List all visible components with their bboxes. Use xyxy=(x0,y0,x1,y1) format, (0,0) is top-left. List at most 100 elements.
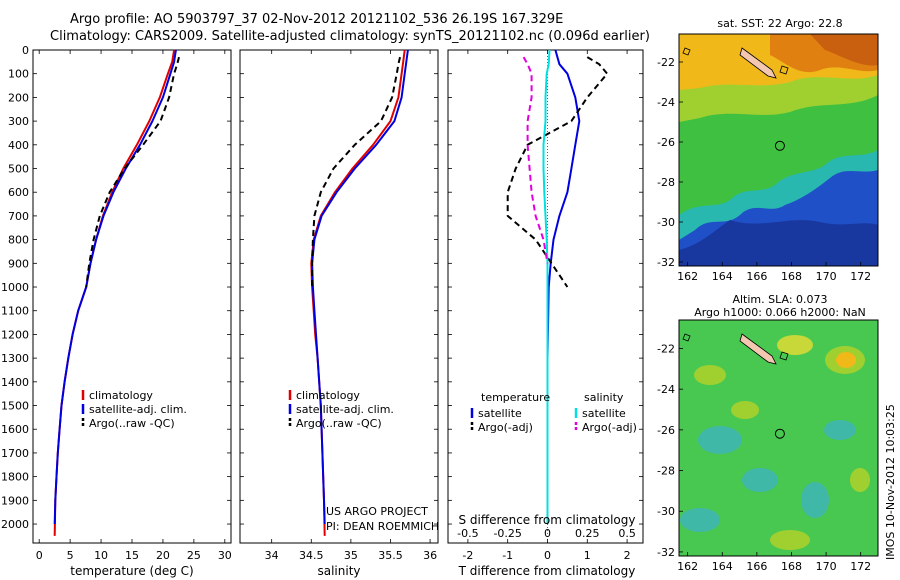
y-tick-label: 500 xyxy=(8,163,29,176)
sst-map-title: sat. SST: 22 Argo: 22.8 xyxy=(717,17,843,30)
map-y-tick-label: -32 xyxy=(657,256,675,269)
legend-label: Argo(-adj) xyxy=(582,421,637,434)
y-tick-label: 1400 xyxy=(1,376,29,389)
argo-position-marker-sst xyxy=(774,140,785,151)
figure-title-line2: Climatology: CARS2009. Satellite-adjuste… xyxy=(50,29,650,44)
map-x-tick-label: 168 xyxy=(781,560,802,573)
salinity-axes xyxy=(239,49,439,544)
s-tick-label: -0.5 xyxy=(457,527,478,540)
project-note-line2: PI: DEAN ROEMMICH xyxy=(326,520,439,533)
s-diff-label: S difference from climatology xyxy=(459,513,636,527)
t-diff-label: T difference from climatology xyxy=(458,564,636,578)
sla-map: 162 164 166 168 170 172 -22 -24 -26 -28 -30 -32 xyxy=(657,319,879,573)
legend-label: Argo(-adj) xyxy=(478,421,533,434)
y-tick-label: 400 xyxy=(8,139,29,152)
y-tick-label: 2000 xyxy=(1,518,29,531)
sla-map-frame xyxy=(678,319,879,557)
temperature-axes xyxy=(32,49,232,544)
sla-map-ticks: 162 164 166 168 170 172 -22 -24 -26 -28 -30 -32 xyxy=(657,342,871,573)
series-line xyxy=(506,56,609,288)
map-y-tick-label: -24 xyxy=(657,96,675,109)
difference-x-ticks: -2 -1 0 1 2 xyxy=(462,50,631,562)
y-tick-label: 1500 xyxy=(1,400,29,413)
salinity-lines xyxy=(310,49,409,536)
x-tick-label: 25 xyxy=(187,549,201,562)
y-tick-label: 700 xyxy=(8,210,29,223)
series-line xyxy=(85,56,180,288)
temperature-x-ticks: 0 5 10 15 20 25 30 xyxy=(36,50,232,562)
map-y-tick-label: -24 xyxy=(657,383,675,396)
sst-map: 162 164 166 168 170 172 -22 -24 -26 -28 -30 -32 xyxy=(657,33,879,283)
s-tick-label: 0.5 xyxy=(618,527,636,540)
y-tick-label: 800 xyxy=(8,234,29,247)
y-tick-label: 300 xyxy=(8,115,29,128)
salinity-panel: 34 34.5 35 35.5 36 salinity climatologysatel… xyxy=(239,49,439,578)
salinity-diff-ticks: -0.5 -0.25 0 0.25 0.5 xyxy=(457,527,636,540)
map-y-tick-label: -30 xyxy=(657,505,675,518)
legend-label: Argo(..raw -QC) xyxy=(296,417,382,430)
s-tick-label: -0.25 xyxy=(493,527,521,540)
legend-label: climatology xyxy=(296,389,360,402)
x-tick-label: 0 xyxy=(544,549,551,562)
y-tick-label: 100 xyxy=(8,68,29,81)
legend-label: Argo(..raw -QC) xyxy=(89,417,175,430)
series-line xyxy=(311,56,401,287)
y-tick-label: 600 xyxy=(8,186,29,199)
x-tick-label: 20 xyxy=(156,549,170,562)
project-note-line1: US ARGO PROJECT xyxy=(326,505,428,518)
y-tick-label: 0 xyxy=(22,44,29,57)
map-y-tick-label: -22 xyxy=(657,56,675,69)
x-tick-label: -2 xyxy=(462,549,473,562)
map-x-tick-label: 172 xyxy=(850,270,871,283)
x-tick-label: 1 xyxy=(584,549,591,562)
legend-label: satellite xyxy=(478,407,522,420)
legend-label: satellite xyxy=(582,407,626,420)
salinity-xlabel: salinity xyxy=(317,564,360,578)
map-y-tick-label: -28 xyxy=(657,465,675,478)
y-tick-label: 1300 xyxy=(1,352,29,365)
x-tick-label: 30 xyxy=(218,549,232,562)
series-line xyxy=(522,56,549,264)
difference-legend: temperature salinitysatelliteArgo(-adj)sa… xyxy=(470,391,637,434)
x-tick-label: 5 xyxy=(67,549,74,562)
temperature-xlabel: temperature (deg C) xyxy=(70,564,193,578)
map-x-tick-label: 162 xyxy=(677,270,698,283)
map-x-tick-label: 164 xyxy=(712,560,733,573)
sla-map-title: Altim. SLA: 0.073 xyxy=(732,293,828,306)
y-tick-label: 900 xyxy=(8,257,29,270)
map-y-tick-label: -28 xyxy=(657,176,675,189)
legend-label: satellite-adj. clim. xyxy=(89,403,187,416)
salinity-x-ticks: 34 34.5 35 35.5 36 xyxy=(265,50,437,562)
figure-title-line1: Argo profile: AO 5903797_37 02-Nov-2012 … xyxy=(70,12,564,27)
map-y-tick-label: -26 xyxy=(657,136,675,149)
y-tick-label: 1100 xyxy=(1,305,29,318)
map-x-tick-label: 162 xyxy=(677,560,698,573)
y-tick-label: 200 xyxy=(8,91,29,104)
y-tick-label: 1000 xyxy=(1,281,29,294)
map-x-tick-label: 166 xyxy=(746,560,767,573)
x-tick-label: 2 xyxy=(624,549,631,562)
s-tick-label: 0.25 xyxy=(575,527,600,540)
depth-tick-labels: 0 100 200 300 400 500 600 700 800 900 1000 1100 1200… xyxy=(1,44,29,531)
y-tick-label: 1800 xyxy=(1,471,29,484)
map-x-tick-label: 170 xyxy=(816,270,837,283)
map-y-tick-label: -26 xyxy=(657,424,675,437)
map-y-tick-label: -32 xyxy=(657,546,675,559)
x-tick-label: 34 xyxy=(265,549,279,562)
map-x-tick-label: 168 xyxy=(781,270,802,283)
argo-position-marker-sla xyxy=(774,428,785,439)
difference-panel: -2 -1 0 1 2 -0.5 -0.25 0 0.25 0.5 S difference f… xyxy=(447,49,644,578)
y-tick-label: 1200 xyxy=(1,328,29,341)
x-tick-label: 34.5 xyxy=(299,549,324,562)
sst-map-ticks: 162 164 166 168 170 172 -22 -24 -26 -28 -30 -32 xyxy=(657,56,871,283)
x-tick-label: -1 xyxy=(502,549,513,562)
map-x-tick-label: 172 xyxy=(850,560,871,573)
map-y-tick-label: -30 xyxy=(657,216,675,229)
map-x-tick-label: 166 xyxy=(746,270,767,283)
temperature-lines xyxy=(53,49,180,536)
x-tick-label: 35 xyxy=(344,549,358,562)
x-tick-label: 35.5 xyxy=(378,549,403,562)
